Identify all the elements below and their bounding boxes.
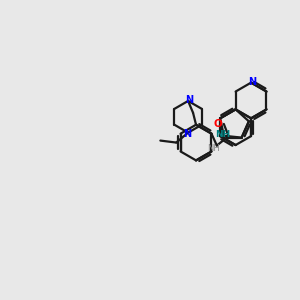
Text: NH: NH	[208, 144, 220, 153]
Text: N: N	[248, 76, 256, 87]
Text: NH: NH	[215, 130, 230, 139]
Text: O: O	[214, 119, 222, 129]
Text: N: N	[183, 129, 191, 139]
Text: N: N	[185, 95, 193, 105]
